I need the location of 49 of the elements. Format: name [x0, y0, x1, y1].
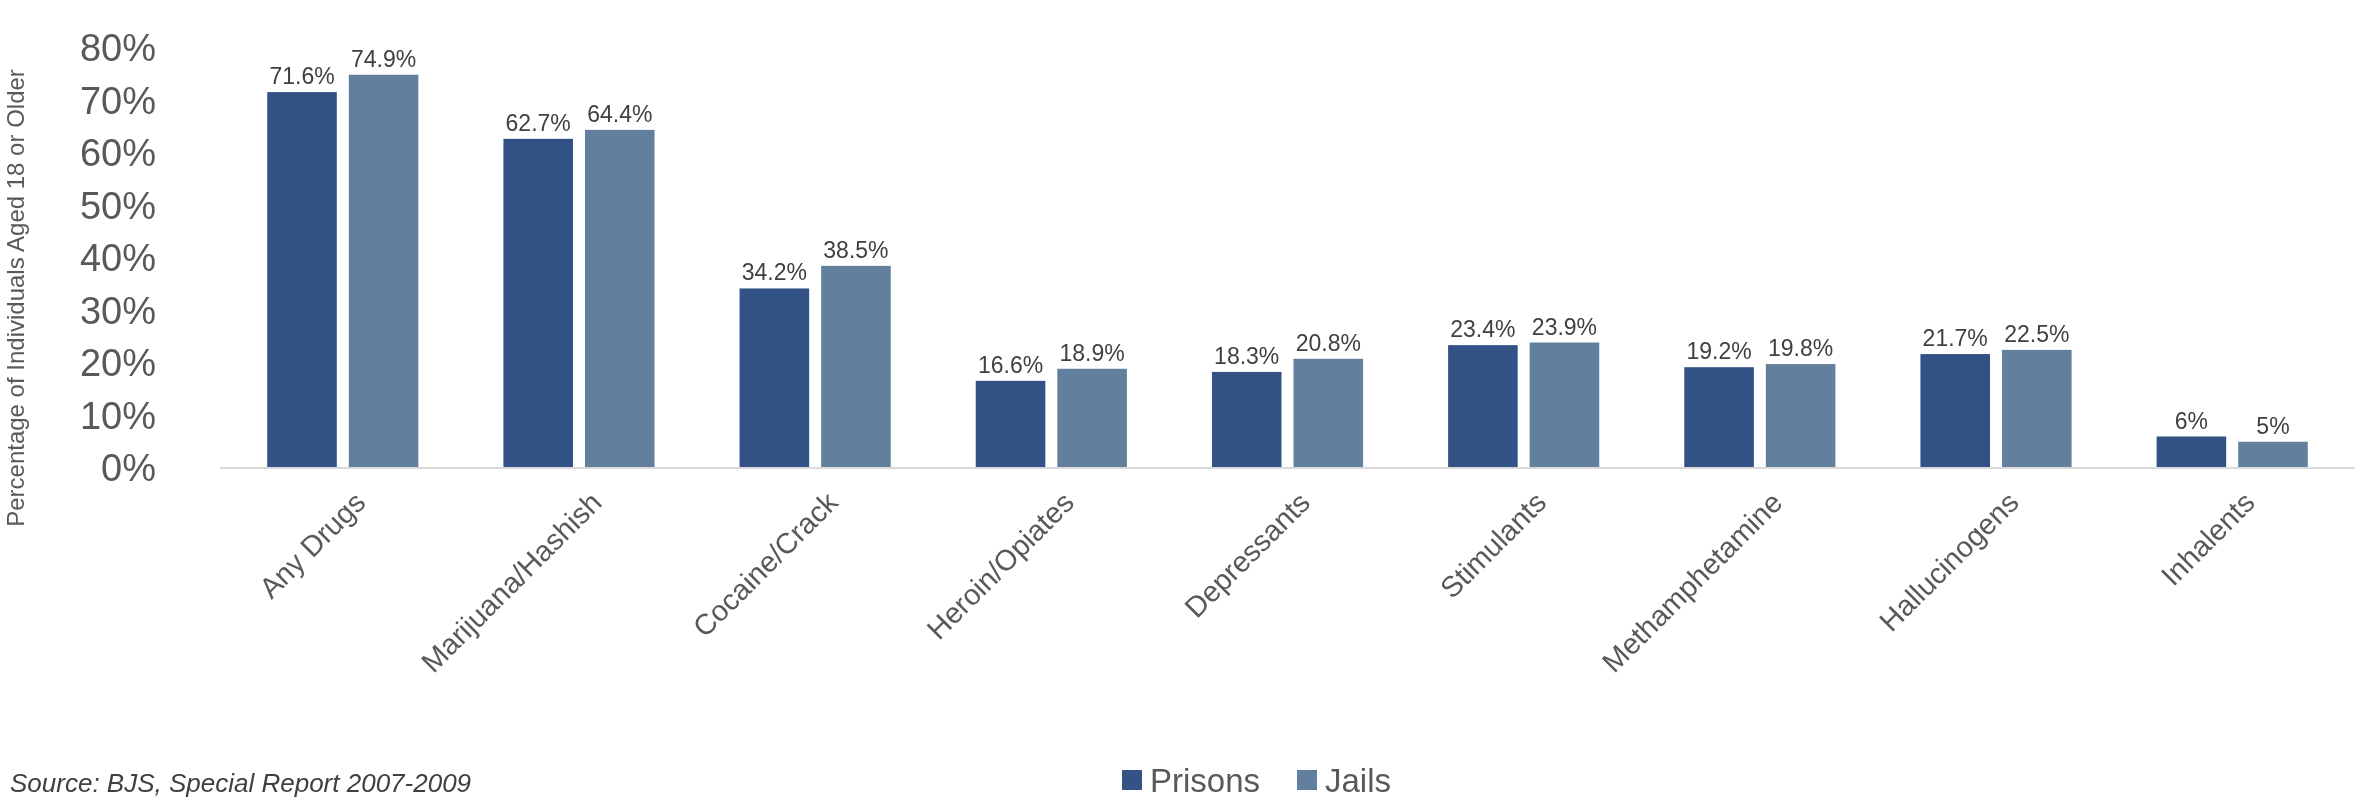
bar [503, 138, 573, 468]
data-label: 74.9% [350, 45, 417, 72]
data-label: 20.8% [1295, 329, 1361, 356]
data-label: 62.7% [505, 109, 571, 136]
bar [1765, 364, 1836, 468]
source-note: Source: BJS, Special Report 2007-2009 [10, 768, 472, 798]
legend-label: Jails [1325, 761, 1392, 799]
y-tick-label: 20% [79, 342, 156, 385]
y-tick-label: 50% [79, 184, 156, 227]
data-label: 22.5% [2004, 320, 2070, 347]
bar [1448, 345, 1518, 468]
data-label: 21.7% [1922, 325, 1988, 352]
bar [1684, 367, 1754, 468]
bar [1211, 371, 1282, 468]
y-tick-label: 80% [79, 27, 156, 70]
bar [267, 92, 337, 468]
bar [2002, 349, 2072, 468]
data-label: 16.6% [977, 351, 1044, 378]
y-tick-label: 70% [79, 79, 156, 122]
data-label: 6% [2174, 407, 2209, 434]
y-tick-label: 10% [79, 394, 156, 437]
y-tick-label: 0% [101, 447, 156, 490]
bar [1057, 368, 1127, 468]
y-tick-label: 30% [79, 289, 156, 332]
data-label: 18.9% [1059, 339, 1125, 366]
data-label: 23.9% [1531, 313, 1598, 340]
data-label: 19.8% [1768, 335, 1834, 362]
y-axis-title: Percentage of Individuals Aged 18 or Older [2, 69, 29, 527]
bar [1920, 354, 1991, 468]
bar [821, 265, 891, 468]
data-label: 64.4% [587, 100, 653, 127]
bar [1529, 342, 1600, 468]
bar [348, 74, 419, 468]
data-label: 19.2% [1686, 338, 1752, 365]
data-label: 71.6% [269, 63, 335, 90]
bar [975, 380, 1046, 468]
data-label: 5% [2256, 412, 2290, 439]
bar [2156, 436, 2227, 468]
legend-label: Prisons [1150, 761, 1261, 799]
y-tick-label: 60% [79, 132, 156, 175]
data-label: 23.4% [1450, 316, 1516, 343]
data-label: 34.2% [741, 259, 807, 286]
data-label: 38.5% [823, 236, 889, 263]
data-label: 18.3% [1214, 342, 1280, 369]
bar [739, 288, 810, 468]
bar [2238, 441, 2308, 468]
bar [584, 129, 655, 468]
bar [1293, 358, 1364, 468]
y-tick-label: 40% [79, 237, 156, 280]
